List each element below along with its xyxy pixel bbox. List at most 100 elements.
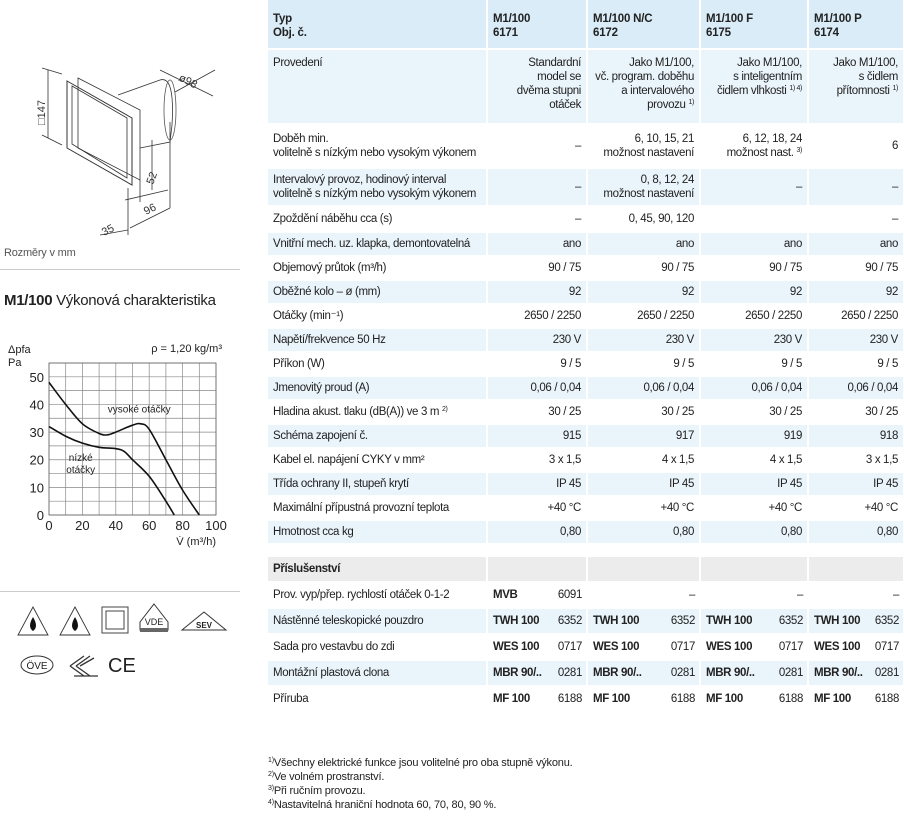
- table-cell: +40 °C: [700, 496, 809, 521]
- table-cell: 0,06 / 0,04: [587, 376, 701, 401]
- header-model: M1/100 6171: [487, 0, 588, 50]
- table-cell: 230 V: [587, 328, 701, 353]
- row-label: Objemový průtok (m³/h): [268, 256, 488, 281]
- header-cell: [587, 556, 701, 583]
- series-label-line: nízké: [69, 453, 93, 464]
- accessory-row: Prov. vyp/přep. rychlostí otáček 0-1-2 MV…: [268, 582, 904, 609]
- ce-mark-icon: CE: [108, 655, 136, 677]
- table-cell: 230 V: [700, 328, 809, 353]
- cell-value: Jako M1/100, s čidlem přítomnosti: [833, 57, 898, 97]
- table-cell: +40 °C: [587, 496, 701, 521]
- accessory-code: TWH 100: [814, 615, 861, 627]
- table-cell: 0, 45, 90, 120: [587, 206, 701, 233]
- row-label: Sada pro vestavbu do zdi: [268, 634, 488, 661]
- accessory-code: TWH 100: [593, 615, 640, 627]
- table-cell: 0, 8, 12, 24 možnost nastavení: [587, 168, 701, 207]
- accessory-cell: MBR 90/.. 0281: [808, 660, 904, 687]
- table-cell: Jako M1/100, vč. program. doběhu a inter…: [587, 49, 701, 125]
- accessory-cell: WES 100 0717: [700, 634, 809, 661]
- row-label: Provedení: [268, 49, 488, 125]
- cell-value: 92: [681, 286, 694, 298]
- dim-35: 35: [100, 222, 116, 238]
- cell-value: 90 / 75: [661, 262, 694, 274]
- table-cell: 0,80: [808, 520, 904, 545]
- accessory-cell: MF 100 6188: [808, 686, 904, 713]
- table-cell: 0,80: [587, 520, 701, 545]
- cell-value: 2650 / 2250: [524, 310, 581, 322]
- table-row: Hladina akust. tlaku (dB(A)) ve 3 m 2) 30…: [268, 400, 904, 425]
- cell-value: 4 x 1,5: [769, 454, 802, 466]
- accessory-order-number: 6188: [778, 693, 804, 705]
- series-label-line: otáčky: [66, 465, 95, 476]
- footnote: 4)Nastavitelná hraniční hodnota 60, 70, …: [268, 798, 572, 812]
- cell-value: 6: [891, 140, 898, 152]
- table-cell: 0,06 / 0,04: [487, 376, 588, 401]
- row-label-text: Vnitřní mech. uz. klapka, demontovatelná: [273, 238, 470, 250]
- table-row: Příkon (W) 9 / 5 9 / 5 9 / 5 9 / 5: [268, 352, 904, 377]
- row-label: Napětí/frekvence 50 Hz: [268, 328, 488, 353]
- row-label: Oběžné kolo – ø (mm): [268, 280, 488, 305]
- cell-value: ano: [562, 238, 581, 250]
- drip-proof-icon: [59, 606, 91, 636]
- accessory-order-number: 6352: [557, 615, 583, 627]
- accessory-code: WES 100: [593, 641, 640, 653]
- x-tick-label: 60: [142, 518, 156, 533]
- svg-text:SEV: SEV: [196, 621, 213, 630]
- cell-value: 3 x 1,5: [548, 454, 581, 466]
- table-cell: 90 / 75: [700, 256, 809, 281]
- svg-text:VDE: VDE: [145, 617, 164, 627]
- chart-title: M1/100 Výkonová charakteristika: [4, 292, 216, 309]
- y-tick-label: 0: [37, 508, 44, 523]
- accessory-order-number: 0717: [557, 641, 583, 653]
- dim-52: 52: [145, 170, 160, 186]
- table-row: Doběh min. volitelně s nízkým nebo vysok…: [268, 124, 904, 169]
- footnote-ref: 1): [892, 85, 898, 92]
- accessory-cell: MBR 90/.. 0281: [587, 660, 701, 687]
- accessory-row: Montážní plastová clona MBR 90/.. 0281 MBR …: [268, 660, 904, 687]
- table-cell: Jako M1/100, s čidlem přítomnosti 1): [808, 49, 904, 125]
- table-cell: 230 V: [808, 328, 904, 353]
- table-cell: 30 / 25: [487, 400, 588, 425]
- row-label-text: Provedení: [273, 57, 323, 69]
- certification-icons: VDE SEV ÖVE CE: [17, 603, 228, 677]
- table-cell: 6: [808, 124, 904, 169]
- row-label: Maximální přípustná provozní teplota: [268, 496, 488, 521]
- row-label: Montážní plastová clona: [268, 660, 488, 687]
- accessory-code: WES 100: [814, 641, 861, 653]
- cell-value: 0, 8, 12, 24 možnost nastavení: [603, 174, 694, 200]
- cell-value: 918: [879, 430, 898, 442]
- accessory-cell: WES 100 0717: [587, 634, 701, 661]
- accessory-order-number: 6188: [557, 693, 583, 705]
- accessory-order-number: –: [796, 589, 803, 601]
- row-label-text: Zpoždění náběhu cca (s): [273, 213, 393, 225]
- accessory-cell: –: [808, 582, 904, 609]
- cell-value: 2650 / 2250: [745, 310, 802, 322]
- divider: [0, 591, 240, 592]
- table-cell: 918: [808, 424, 904, 449]
- svg-text:ÖVE: ÖVE: [26, 660, 47, 672]
- drawing-caption: Rozměry v mm: [4, 247, 76, 259]
- y-axis-unit: Pa: [8, 357, 22, 369]
- row-label-text: Jmenovitý proud (A): [273, 382, 370, 394]
- accessory-order-number: 6352: [670, 615, 696, 627]
- cell-value: IP 45: [873, 478, 898, 490]
- cell-value: 90 / 75: [865, 262, 898, 274]
- accessory-order-number: 6352: [778, 615, 804, 627]
- dim-96: 96: [142, 201, 158, 217]
- y-tick-label: 20: [30, 453, 44, 468]
- spacer: [268, 544, 904, 557]
- cell-value: ano: [879, 238, 898, 250]
- table-cell: 915: [487, 424, 588, 449]
- footnote-ref: 1): [688, 99, 694, 106]
- spec-table: Typ Obj. č. M1/100 6171 M1/100 N/C 6172 M1/…: [268, 0, 904, 713]
- table-cell: 9 / 5: [587, 352, 701, 377]
- header-model: M1/100 N/C 6172: [587, 0, 701, 50]
- table-cell: 0,06 / 0,04: [700, 376, 809, 401]
- y-tick-label: 50: [30, 370, 44, 385]
- x-tick-label: 20: [75, 518, 89, 533]
- accessory-cell: TWH 100 6352: [487, 608, 588, 635]
- dim-diameter: ø98: [177, 72, 199, 91]
- table-cell: 4 x 1,5: [587, 448, 701, 473]
- table-cell: 9 / 5: [700, 352, 809, 377]
